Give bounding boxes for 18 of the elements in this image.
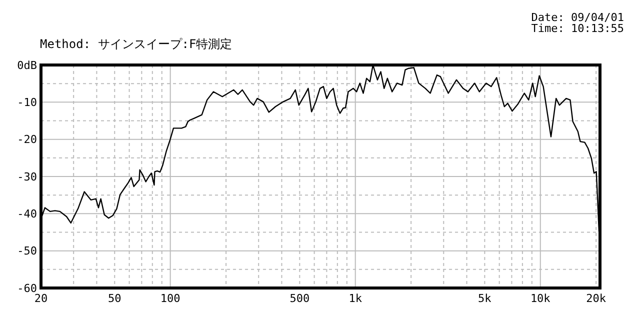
text: Date: 09/04/01 — [531, 11, 624, 24]
x-tick-label: 50 — [108, 292, 122, 305]
y-tick-label: 0dB — [17, 58, 38, 72]
x-tick-label: 500 — [290, 292, 310, 305]
text: Time: 10:13:55 — [531, 22, 624, 35]
chart-title: Method: サインスイープ:F特測定 — [40, 37, 232, 51]
x-tick-label: 5k — [478, 292, 492, 305]
x-tick-label: 20k — [586, 292, 606, 305]
x-tick-label: 100 — [160, 292, 180, 305]
y-tick-label: -10 — [17, 96, 37, 110]
y-tick-label: -40 — [17, 208, 37, 221]
y-tick-label: -50 — [17, 244, 37, 258]
x-tick-label: 1k — [348, 292, 362, 305]
y-tick-label: -30 — [17, 170, 37, 184]
x-tick-label: 10k — [530, 292, 551, 305]
y-tick-label: -60 — [17, 282, 37, 295]
x-tick-label: 20 — [34, 292, 48, 305]
y-tick-label: -20 — [17, 133, 37, 146]
